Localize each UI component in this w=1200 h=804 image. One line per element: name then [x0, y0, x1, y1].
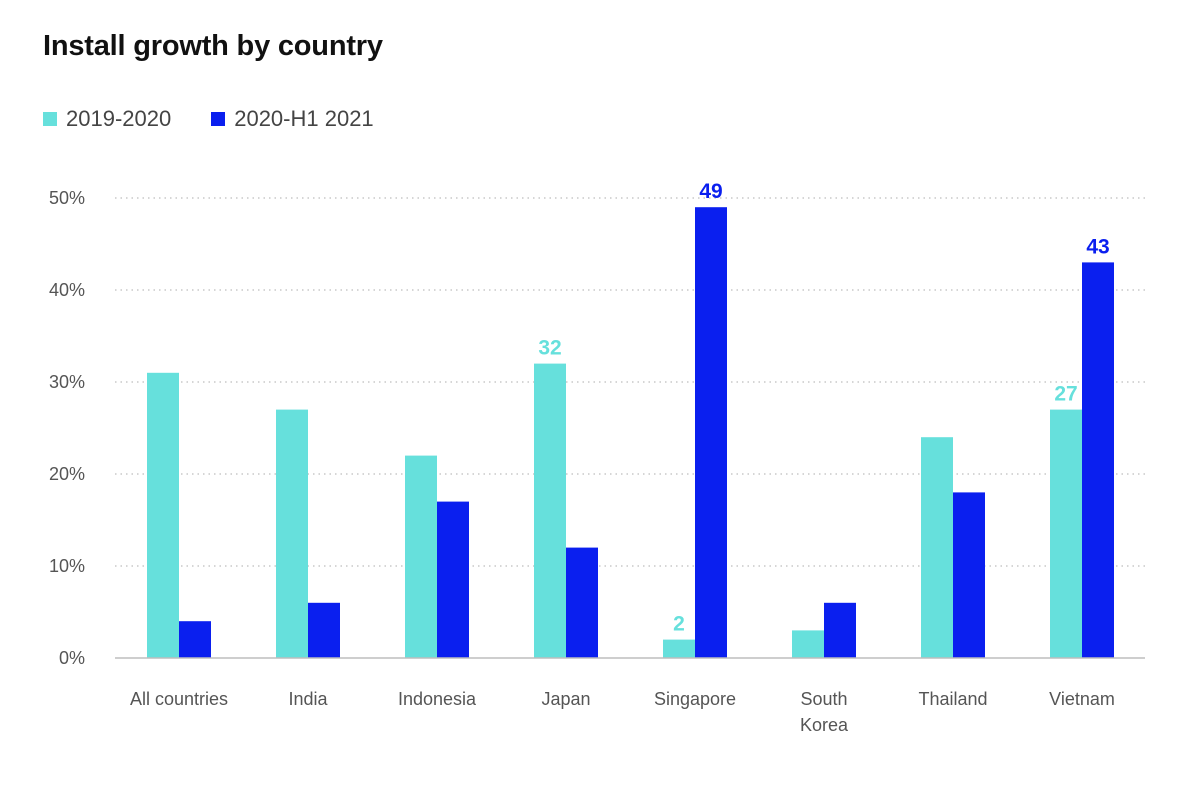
chart-title: Install growth by country [43, 30, 383, 62]
bar [1050, 409, 1082, 658]
bar [663, 639, 695, 658]
data-label: 32 [538, 337, 561, 360]
x-tick-label: India [288, 689, 328, 709]
legend-item-series-2: 2020-H1 2021 [211, 106, 374, 132]
x-tick-label: All countries [130, 689, 228, 709]
bar [405, 455, 437, 658]
bar [824, 602, 856, 658]
x-tick-label: South [800, 689, 847, 709]
bar [953, 492, 985, 658]
legend-item-series-1: 2019-2020 [43, 106, 171, 132]
bar [534, 363, 566, 658]
bar [437, 501, 469, 658]
y-tick-label: 30% [49, 372, 85, 392]
bar [695, 207, 727, 658]
bar [308, 602, 340, 658]
x-tick-label: Singapore [654, 689, 736, 709]
x-tick-label: Japan [541, 689, 590, 709]
y-tick-label: 20% [49, 464, 85, 484]
bar [792, 630, 824, 658]
x-tick-label: Indonesia [398, 689, 477, 709]
x-tick-label: Korea [800, 715, 849, 735]
data-label: 27 [1054, 383, 1077, 406]
legend: 2019-2020 2020-H1 2021 [43, 106, 374, 132]
legend-swatch-series-1 [43, 112, 57, 126]
legend-label-series-2: 2020-H1 2021 [234, 106, 374, 131]
legend-label-series-1: 2019-2020 [66, 106, 172, 131]
bar [147, 372, 179, 658]
bar [276, 409, 308, 658]
y-tick-label: 10% [49, 556, 85, 576]
y-tick-label: 50% [49, 188, 85, 208]
bar [1082, 262, 1114, 658]
x-tick-label: Thailand [918, 689, 987, 709]
data-label: 49 [699, 180, 722, 203]
x-tick-label: Vietnam [1049, 689, 1115, 709]
bar [566, 547, 598, 658]
y-tick-label: 40% [49, 280, 85, 300]
data-label: 43 [1086, 235, 1109, 258]
y-tick-label: 0% [59, 648, 85, 668]
legend-swatch-series-2 [211, 112, 226, 126]
bar [921, 437, 953, 658]
data-label: 2 [673, 613, 685, 636]
bar [179, 621, 211, 658]
